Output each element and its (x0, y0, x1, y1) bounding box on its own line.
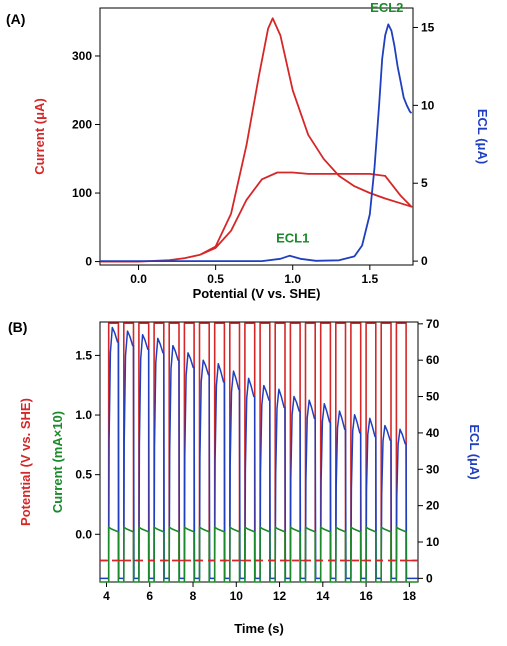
x-axis-label: Potential (V vs. SHE) (193, 286, 321, 301)
panel-b-label: (B) (8, 319, 27, 335)
y-left-axis-label: Current (μA) (32, 98, 47, 175)
chart-a: 0.0 0.5 1.0 1.5 0 100 200 300 0 5 10 15 ECL1 ECL2 Pote… (32, 0, 490, 301)
y-right-tick-label: 40 (426, 426, 440, 440)
y-right-tick-label: 60 (426, 353, 440, 367)
x-tick-label: 18 (403, 589, 417, 603)
annotation-ecl2: ECL2 (370, 0, 403, 15)
x-tick-label: 6 (146, 589, 153, 603)
x-tick-label: 4 (103, 589, 110, 603)
x-tick-label: 1.5 (361, 272, 378, 286)
x-tick-label: 16 (359, 589, 373, 603)
y-right-tick-label: 0 (426, 571, 433, 585)
x-axis-label: Time (s) (234, 621, 284, 636)
y-left-axis-label: Potential (V vs. SHE) (18, 398, 33, 526)
ecl-trace (100, 23, 413, 263)
y-right-tick-label: 10 (426, 535, 440, 549)
y-left-tick-label: 1.0 (75, 408, 92, 422)
y-right-tick-label: 5 (421, 176, 428, 190)
current-trace (100, 17, 413, 263)
x-tick-label: 10 (230, 589, 244, 603)
y-left-tick-label: 200 (72, 118, 92, 132)
y-left-tick-label: 0.5 (75, 468, 92, 482)
x-tick-label: 14 (316, 589, 330, 603)
chart-b: 4 6 8 10 12 14 16 18 0.0 0.5 1.0 1.5 0 10 20 30 40 50 60 70… (18, 317, 482, 636)
y-right-axis-label: ECL (μA) (475, 109, 490, 164)
y-right-tick-label: 70 (426, 317, 440, 331)
x-tick-label: 0.5 (207, 272, 224, 286)
panel-a-label: (A) (6, 11, 25, 27)
current-trace (100, 526, 418, 583)
y-right-tick-label: 30 (426, 462, 440, 476)
y-right-tick-label: 0 (421, 254, 428, 268)
y-right-tick-label: 10 (421, 98, 435, 112)
y-right-tick-label: 15 (421, 20, 435, 34)
y-right-tick-label: 50 (426, 390, 440, 404)
plot-frame (99, 321, 419, 583)
y-left-tick-label: 300 (72, 49, 92, 63)
annotation-ecl1: ECL1 (276, 230, 309, 245)
y-right-tick-label: 20 (426, 499, 440, 513)
ecl-trace (100, 326, 418, 580)
y-right-axis-label: ECL (μA) (467, 424, 482, 479)
potential-trace (100, 322, 418, 562)
y-left-tick-label: 0.0 (75, 527, 92, 541)
x-tick-label: 12 (273, 589, 287, 603)
x-tick-label: 0.0 (130, 272, 147, 286)
x-tick-label: 1.0 (284, 272, 301, 286)
y-left-tick-label: 0 (85, 255, 92, 269)
y-left2-axis-label: Current (mA×10) (50, 411, 65, 513)
plot-frame (99, 7, 414, 266)
y-left-tick-label: 100 (72, 186, 92, 200)
y-left-tick-label: 1.5 (75, 348, 92, 362)
x-tick-label: 8 (190, 589, 197, 603)
